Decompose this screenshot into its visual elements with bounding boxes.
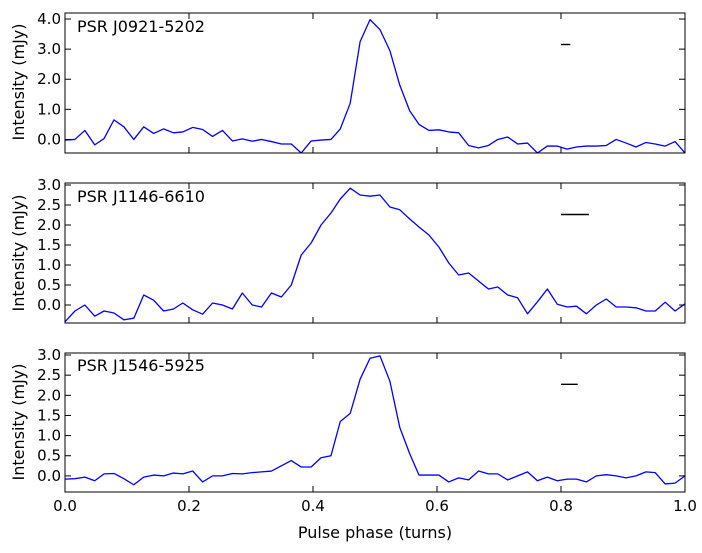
panel-2-frame: [64, 182, 686, 324]
panel-1-title: PSR J0921-5202: [77, 17, 205, 36]
panel-3-title: PSR J1546-5925: [77, 356, 205, 375]
panel-1-ytick-label: 1.0: [37, 100, 61, 118]
panel-2-ytick-label: 2.0: [37, 216, 61, 234]
panel-2-title: PSR J1146-6610: [77, 187, 205, 206]
panel-2-ytick-label: 2.5: [37, 196, 61, 214]
panel-2-ytick-label: 1.5: [37, 236, 61, 254]
panel-1-series-line: [65, 18, 685, 153]
panel-3-xtick-label: 0.0: [53, 497, 77, 515]
panel-3-series-line: [65, 355, 685, 486]
panel-1-ytick-label: 2.0: [37, 70, 61, 88]
panel-3-xtick-label: 0.2: [177, 497, 201, 515]
panel-3-ytick-label: 0.5: [37, 447, 61, 465]
panel-3-xtick-label: 0.4: [301, 497, 325, 515]
panel-3-ytick-label: 0.0: [37, 467, 61, 485]
panel-3-ytick-label: 2.0: [37, 386, 61, 404]
panel-2-ytick-label: 3.0: [37, 176, 61, 194]
panel-2-ytick-label: 1.0: [37, 256, 61, 274]
panel-2: PSR J1146-6610 Intensity (mJy) 0.0 0.5 1.0…: [9, 176, 686, 324]
panel-3-xtick-label: 0.6: [425, 497, 449, 515]
panel-2-ytick-label: 0.0: [37, 296, 61, 314]
panel-1-frame: [64, 12, 686, 154]
panel-3-xtick-label: 1.0: [673, 497, 697, 515]
panel-3: PSR J1546-5925 Intensity (mJy) Pulse pha…: [9, 346, 697, 542]
panel-1-ytick-label: 0.0: [37, 130, 61, 148]
panel-3-ytick-label: 1.0: [37, 427, 61, 445]
panel-3-ytick-label: 3.0: [37, 346, 61, 364]
panel-3-xtick-label: 0.8: [549, 497, 573, 515]
panel-2-series-line: [65, 187, 685, 323]
panel-1-ylabel: Intensity (mJy): [9, 24, 28, 141]
panel-3-ytick-label: 2.5: [37, 366, 61, 384]
panel-1: PSR J0921-5202 Intensity (mJy) 0.0 1.0 2.0…: [9, 10, 686, 154]
panel-3-frame: [64, 352, 686, 493]
panel-2-ylabel: Intensity (mJy): [9, 195, 28, 312]
x-axis-label: Pulse phase (turns): [298, 523, 452, 542]
panel-1-ytick-label: 3.0: [37, 40, 61, 58]
panel-2-ytick-label: 0.5: [37, 276, 61, 294]
panel-3-ytick-label: 1.5: [37, 406, 61, 424]
panel-1-ytick-label: 4.0: [37, 10, 61, 28]
panel-3-ylabel: Intensity (mJy): [9, 364, 28, 481]
